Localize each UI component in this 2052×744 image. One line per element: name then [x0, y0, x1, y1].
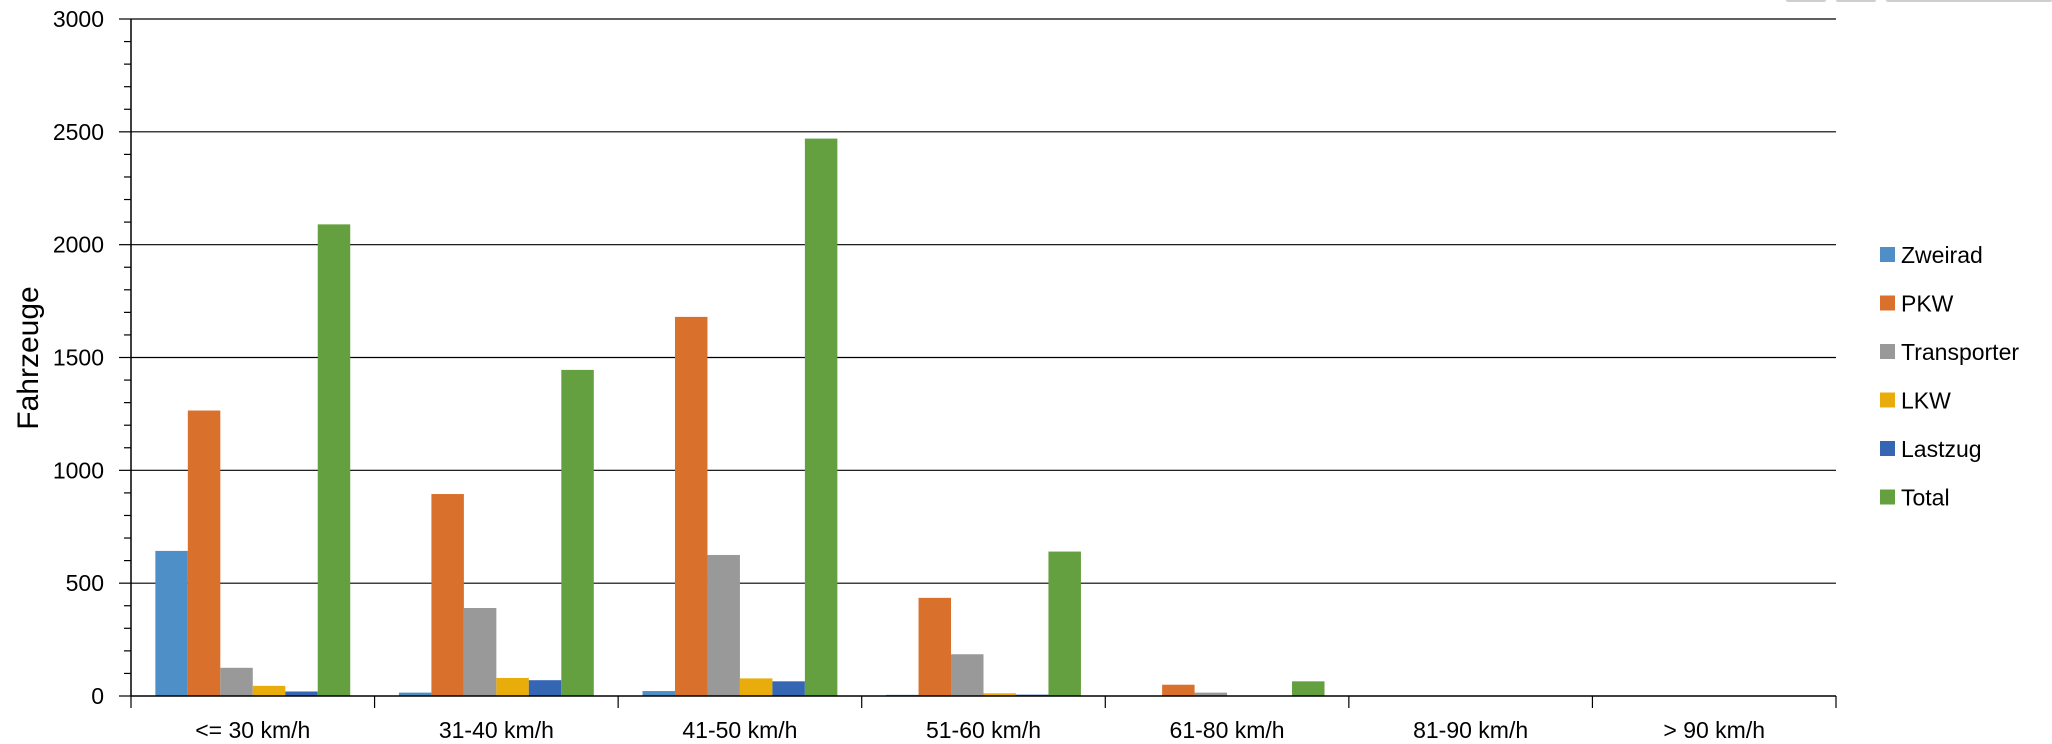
legend-label: Total: [1901, 485, 1950, 511]
bar-transporter: [707, 554, 740, 696]
bars: [155, 138, 1569, 697]
legend-swatch-transporter: [1880, 344, 1895, 359]
legend-swatch-pkw: [1880, 295, 1895, 311]
bar-zweirad: [398, 692, 432, 696]
bar-zweirad: [642, 691, 675, 696]
bar-transporter: [1194, 692, 1228, 696]
bar-transporter: [220, 667, 253, 696]
bar-pkw: [1162, 684, 1195, 696]
bar-total: [1292, 681, 1325, 696]
gridlines: [131, 18, 1836, 584]
x-tick-label: 81-90 km/h: [1413, 717, 1528, 743]
legend-label: Zweirad: [1901, 242, 1983, 268]
y-tick-label: 1000: [53, 457, 104, 483]
y-tick-label: 2500: [53, 119, 104, 145]
legend: Zweirad PKW Transporter LKW Lastzug Total: [1880, 242, 2019, 511]
x-tick-label: 61-80 km/h: [1170, 717, 1285, 743]
x-tick-label: <= 30 km/h: [195, 717, 310, 743]
bar-pkw: [674, 316, 708, 696]
bar-total: [317, 224, 351, 697]
legend-label: Transporter: [1901, 339, 2019, 365]
bar-pkw: [431, 494, 464, 696]
x-tick-labels: <= 30 km/h 31-40 km/h 41-50 km/h 51-60 km/h…: [195, 717, 1765, 743]
watermark-logo: [1786, 0, 2052, 2]
bar-transporter: [463, 607, 497, 696]
bar-lkw: [983, 693, 1016, 696]
bar-total: [561, 369, 594, 696]
bar-lkw: [496, 677, 529, 696]
bar-zweirad: [155, 550, 188, 696]
bar-lastzug: [772, 681, 805, 696]
bar-lkw: [252, 685, 286, 696]
y-axis-title: Fahrzeuge: [12, 286, 45, 429]
bar-pkw: [187, 410, 221, 696]
bar-lastzug: [285, 691, 318, 696]
y-tick-label: 3000: [53, 6, 104, 32]
y-tick-labels: 0 500 1000 1500 2000 2500 3000: [53, 6, 104, 709]
x-tick-label: 51-60 km/h: [926, 717, 1041, 743]
legend-swatch-lkw: [1880, 392, 1895, 408]
legend-label: PKW: [1901, 291, 1954, 317]
legend-label: Lastzug: [1901, 436, 1982, 462]
bar-total: [1048, 551, 1081, 696]
bar-total: [804, 138, 838, 697]
y-tick-label: 0: [91, 683, 104, 709]
x-tick-label: 41-50 km/h: [682, 717, 797, 743]
axes: [119, 18, 1837, 708]
bar-lastzug: [528, 680, 562, 696]
y-tick-label: 1500: [53, 345, 104, 371]
y-tick-label: 2000: [53, 232, 104, 258]
legend-label: LKW: [1901, 388, 1951, 414]
legend-swatch-zweirad: [1880, 247, 1895, 262]
y-tick-label: 500: [66, 570, 104, 596]
bar-lkw: [739, 678, 773, 696]
bar-transporter: [951, 654, 984, 696]
x-tick-label: 31-40 km/h: [439, 717, 554, 743]
bar-pkw: [918, 597, 952, 696]
legend-swatch-total: [1880, 489, 1895, 505]
legend-swatch-lastzug: [1880, 441, 1895, 456]
x-tick-label: > 90 km/h: [1663, 717, 1765, 743]
